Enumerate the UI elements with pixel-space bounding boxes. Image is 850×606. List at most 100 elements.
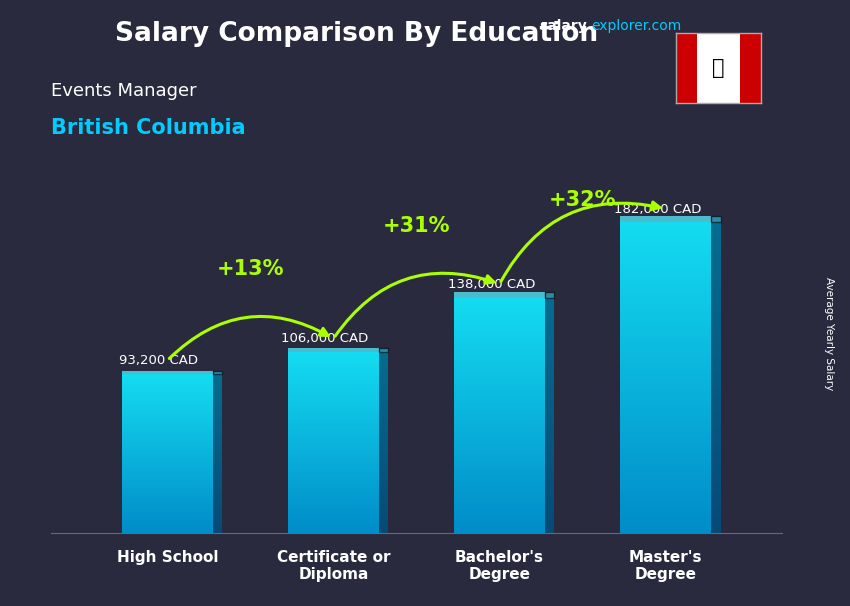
Bar xyxy=(711,347,721,351)
Bar xyxy=(122,531,213,533)
Bar xyxy=(711,378,721,382)
Bar xyxy=(454,380,545,383)
Bar xyxy=(379,393,388,395)
Bar xyxy=(288,402,379,404)
Bar xyxy=(213,460,222,462)
Bar xyxy=(288,420,379,422)
Bar xyxy=(213,519,222,521)
Bar xyxy=(454,389,545,392)
Bar xyxy=(122,519,213,521)
Bar xyxy=(454,353,545,356)
Bar xyxy=(545,365,554,368)
Bar xyxy=(213,456,222,458)
Bar xyxy=(454,474,545,478)
Bar xyxy=(545,345,554,348)
Bar xyxy=(122,458,213,460)
Bar xyxy=(288,359,379,361)
Bar xyxy=(620,459,711,464)
Bar xyxy=(213,527,222,529)
Bar xyxy=(213,462,222,464)
Bar xyxy=(545,433,554,436)
Bar xyxy=(454,359,545,362)
Bar xyxy=(288,422,379,425)
Bar xyxy=(545,416,554,418)
Bar xyxy=(454,362,545,365)
Bar xyxy=(122,451,213,454)
Bar xyxy=(122,434,213,436)
Bar xyxy=(454,507,545,510)
Bar xyxy=(711,464,721,467)
Bar xyxy=(545,513,554,516)
Bar xyxy=(213,505,222,507)
Bar xyxy=(711,319,721,324)
Bar xyxy=(711,281,721,285)
Bar xyxy=(711,421,721,424)
Bar xyxy=(288,427,379,429)
Bar xyxy=(213,471,222,474)
Bar xyxy=(213,444,222,446)
Bar xyxy=(620,258,711,261)
Bar xyxy=(545,507,554,510)
Bar xyxy=(545,418,554,421)
Bar xyxy=(620,518,711,522)
Bar xyxy=(288,524,379,527)
Bar xyxy=(122,474,213,476)
Bar xyxy=(620,362,711,366)
Bar xyxy=(288,488,379,490)
Bar xyxy=(379,382,388,384)
Bar xyxy=(620,467,711,471)
Bar xyxy=(122,515,213,518)
Bar xyxy=(545,459,554,462)
Bar xyxy=(122,380,213,382)
Bar xyxy=(620,398,711,401)
Bar xyxy=(213,501,222,504)
Bar xyxy=(711,222,721,227)
Bar xyxy=(740,33,761,103)
Bar xyxy=(379,481,388,484)
Bar xyxy=(122,382,213,384)
Bar xyxy=(288,486,379,488)
Bar xyxy=(711,428,721,432)
Bar xyxy=(288,508,379,511)
Bar xyxy=(122,410,213,412)
Bar xyxy=(620,366,711,370)
Bar xyxy=(213,378,222,380)
Bar xyxy=(379,461,388,463)
Bar xyxy=(620,530,711,533)
Text: explorer.com: explorer.com xyxy=(591,19,681,33)
Bar xyxy=(122,388,213,390)
Bar xyxy=(288,484,379,486)
Bar xyxy=(122,400,213,402)
Bar xyxy=(379,438,388,441)
Bar xyxy=(213,426,222,428)
Bar xyxy=(545,468,554,471)
Bar xyxy=(620,498,711,502)
Bar xyxy=(379,391,388,393)
Bar xyxy=(122,396,213,398)
Bar xyxy=(213,518,222,519)
Bar xyxy=(711,398,721,401)
Bar xyxy=(379,427,388,429)
Bar xyxy=(620,390,711,393)
FancyArrow shape xyxy=(545,293,554,298)
Bar xyxy=(213,511,222,513)
Bar xyxy=(122,490,213,491)
Bar xyxy=(379,379,388,382)
Bar xyxy=(379,465,388,468)
Bar xyxy=(454,404,545,407)
Bar xyxy=(620,475,711,479)
Bar xyxy=(379,490,388,493)
Bar xyxy=(545,501,554,504)
Bar xyxy=(379,434,388,436)
Bar xyxy=(213,482,222,484)
Bar xyxy=(122,521,213,524)
Bar xyxy=(545,389,554,392)
Bar xyxy=(454,324,545,327)
Bar xyxy=(454,421,545,424)
Bar xyxy=(545,298,554,301)
Bar xyxy=(122,491,213,493)
Bar xyxy=(620,234,711,238)
Bar xyxy=(711,385,721,390)
Bar xyxy=(545,356,554,359)
Bar xyxy=(379,368,388,370)
